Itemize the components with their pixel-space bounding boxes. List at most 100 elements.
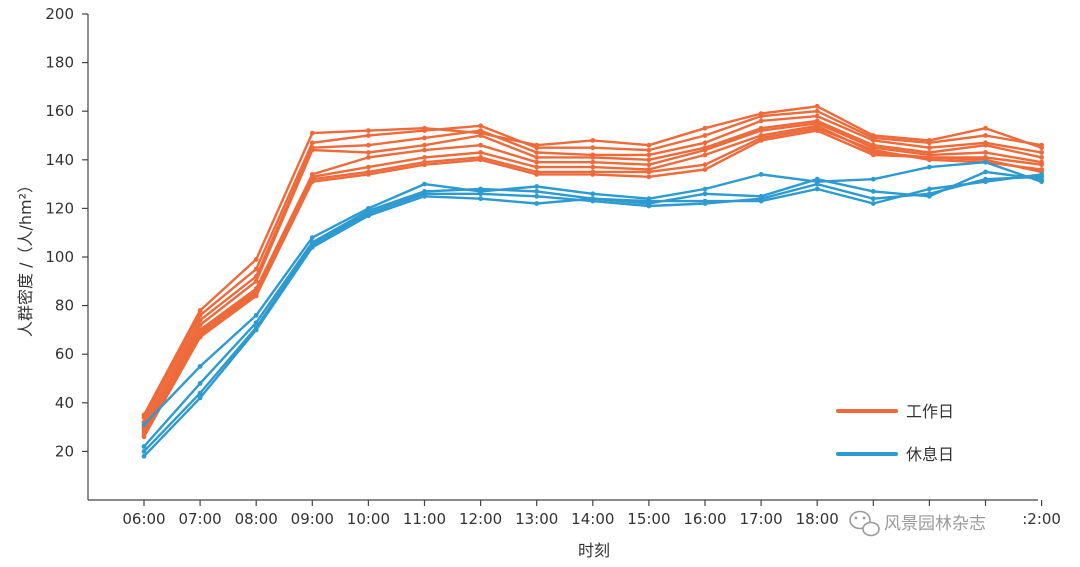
x-tick-label: 07:00 <box>178 510 221 528</box>
data-point <box>309 147 315 153</box>
y-tick-label: 60 <box>55 345 74 363</box>
data-point <box>702 140 708 146</box>
data-point <box>422 193 427 199</box>
x-tick-label: 16:00 <box>683 510 726 528</box>
data-point <box>1039 172 1044 177</box>
data-point <box>702 133 708 138</box>
y-tick-label: 160 <box>45 102 74 120</box>
y-axis-title: 人群密度 /（人/hm²） <box>16 177 35 337</box>
data-point <box>197 364 203 369</box>
data-point <box>590 164 596 170</box>
data-point <box>646 174 652 180</box>
data-point <box>590 172 596 177</box>
data-point <box>814 176 820 182</box>
data-point <box>702 125 708 131</box>
data-point <box>197 312 203 318</box>
y-tick-label: 80 <box>55 297 74 315</box>
y-tick-label: 200 <box>45 5 74 23</box>
data-point <box>983 150 988 155</box>
data-point <box>534 184 540 189</box>
data-point <box>366 172 371 177</box>
data-point <box>197 395 203 401</box>
data-point <box>983 142 988 148</box>
data-point <box>702 147 708 153</box>
data-point <box>702 167 708 172</box>
data-point <box>141 434 147 440</box>
data-point <box>646 162 652 168</box>
data-point <box>253 293 259 299</box>
watermark: 风景园林杂志 <box>849 510 986 537</box>
x-axis: 06:00 07:00 08:00 09:00 10:00 11:00 12:00 13:00… <box>88 499 1061 528</box>
data-point <box>983 133 988 138</box>
x-tick-label: 17:00 <box>739 510 782 528</box>
data-point <box>478 142 483 148</box>
data-point <box>927 140 932 146</box>
data-point <box>478 128 483 134</box>
data-point <box>422 142 427 148</box>
data-point <box>1039 142 1044 148</box>
legend-label-workday: 工作日 <box>906 402 954 421</box>
data-point <box>870 152 876 158</box>
data-point <box>983 179 988 185</box>
data-point <box>422 181 427 187</box>
data-point <box>702 198 708 204</box>
data-point <box>366 155 371 160</box>
data-point <box>758 113 764 119</box>
data-point <box>590 138 596 143</box>
data-point <box>534 189 540 194</box>
data-point <box>141 444 147 449</box>
data-point <box>590 196 596 202</box>
x-tick-label: 08:00 <box>235 510 278 528</box>
data-point <box>197 334 203 340</box>
x-tick-label: 10:00 <box>347 510 390 528</box>
data-point <box>927 164 932 170</box>
data-point <box>534 150 540 155</box>
data-point <box>141 453 147 459</box>
data-point <box>309 179 315 185</box>
data-point <box>702 152 708 158</box>
data-point <box>1039 155 1044 160</box>
y-tick-label: 180 <box>45 54 74 72</box>
x-tick-label: 11:00 <box>403 510 446 528</box>
data-point <box>927 191 932 197</box>
data-point <box>702 191 708 197</box>
data-point <box>478 123 483 129</box>
data-point <box>927 145 932 151</box>
data-point <box>870 138 876 143</box>
data-point <box>646 198 652 204</box>
data-point <box>366 133 371 138</box>
y-tick-label: 40 <box>55 394 74 412</box>
data-point <box>478 186 483 192</box>
data-point <box>927 155 932 160</box>
data-point <box>646 169 652 175</box>
data-point <box>534 201 540 206</box>
data-point <box>309 244 315 250</box>
data-point <box>366 213 371 219</box>
data-point <box>309 235 315 241</box>
data-point <box>758 138 764 143</box>
data-point <box>366 164 371 170</box>
data-point <box>758 172 764 177</box>
data-point <box>646 147 652 153</box>
x-tick-label: 14:00 <box>571 510 614 528</box>
data-point <box>1039 150 1044 155</box>
data-point <box>870 189 876 194</box>
data-point <box>534 145 540 151</box>
data-point <box>534 159 540 165</box>
data-point <box>814 103 820 109</box>
data-point <box>758 198 764 204</box>
data-point <box>590 191 596 197</box>
data-point <box>814 128 820 134</box>
data-point <box>366 150 371 155</box>
data-point <box>253 278 259 284</box>
data-point <box>870 176 876 182</box>
data-point <box>253 266 259 272</box>
data-point <box>870 147 876 153</box>
series-group-workday <box>141 103 1044 440</box>
data-point <box>478 150 483 155</box>
data-point <box>870 196 876 202</box>
data-point <box>253 257 259 262</box>
watermark-text: 风景园林杂志 <box>884 514 986 534</box>
data-point <box>141 449 147 454</box>
x-axis-title: 时刻 <box>578 541 610 560</box>
